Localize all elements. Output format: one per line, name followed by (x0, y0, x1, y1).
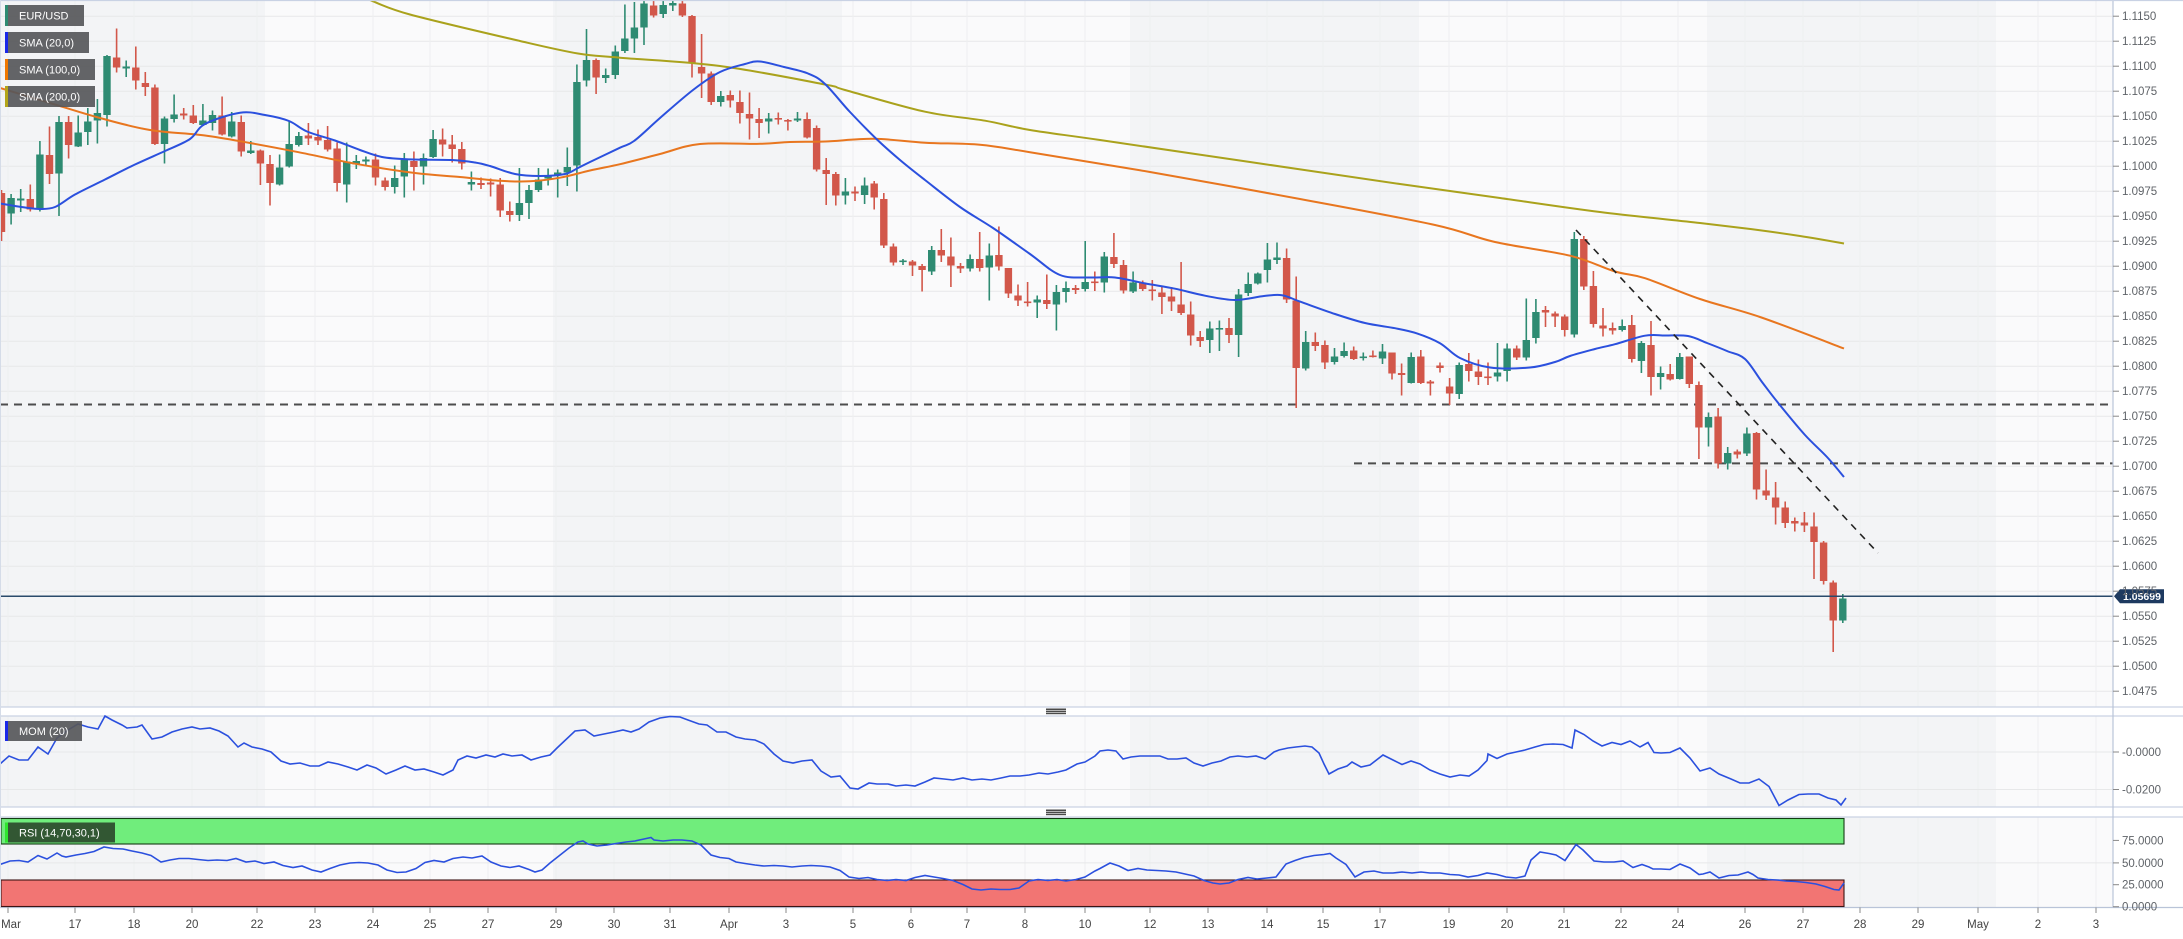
svg-text:15: 15 (1317, 919, 1330, 931)
svg-text:27: 27 (482, 919, 495, 931)
svg-text:5: 5 (850, 919, 856, 931)
svg-text:1.0850: 1.0850 (2122, 311, 2157, 323)
svg-text:17: 17 (69, 919, 82, 931)
svg-text:50.0000: 50.0000 (2122, 858, 2164, 870)
svg-text:25.0000: 25.0000 (2122, 880, 2164, 892)
svg-text:23: 23 (309, 919, 322, 931)
svg-text:30: 30 (608, 919, 621, 931)
svg-text:1.0475: 1.0475 (2122, 686, 2157, 698)
svg-text:22: 22 (1615, 919, 1628, 931)
svg-text:2: 2 (2035, 919, 2041, 931)
svg-text:1.0650: 1.0650 (2122, 511, 2157, 523)
svg-text:3: 3 (783, 919, 789, 931)
svg-text:SMA (100,0): SMA (100,0) (19, 65, 80, 77)
svg-text:1.1050: 1.1050 (2122, 111, 2157, 123)
svg-text:20: 20 (1501, 919, 1514, 931)
svg-text:29: 29 (550, 919, 563, 931)
svg-text:12: 12 (1144, 919, 1157, 931)
svg-text:1.05699: 1.05699 (2123, 591, 2161, 603)
svg-text:18: 18 (128, 919, 141, 931)
svg-text:17: 17 (1374, 919, 1387, 931)
svg-text:EUR/USD: EUR/USD (19, 11, 69, 23)
svg-text:1.0925: 1.0925 (2122, 236, 2157, 248)
svg-text:10: 10 (1079, 919, 1092, 931)
svg-text:1.0800: 1.0800 (2122, 361, 2157, 373)
svg-text:1.0775: 1.0775 (2122, 386, 2157, 398)
svg-text:3: 3 (2093, 919, 2099, 931)
svg-text:1.1000: 1.1000 (2122, 161, 2157, 173)
svg-text:Apr: Apr (720, 919, 738, 931)
svg-text:SMA (20,0): SMA (20,0) (19, 38, 74, 50)
svg-text:1.0700: 1.0700 (2122, 461, 2157, 473)
svg-text:75.0000: 75.0000 (2122, 835, 2164, 847)
svg-text:0.0000: 0.0000 (2122, 902, 2157, 914)
svg-text:1.1075: 1.1075 (2122, 86, 2157, 98)
svg-text:25: 25 (424, 919, 437, 931)
svg-text:21: 21 (1558, 919, 1571, 931)
svg-text:24: 24 (367, 919, 380, 931)
svg-text:22: 22 (251, 919, 264, 931)
svg-text:MOM (20): MOM (20) (19, 726, 69, 738)
svg-text:28: 28 (1854, 919, 1867, 931)
svg-text:1.0725: 1.0725 (2122, 436, 2157, 448)
svg-text:31: 31 (664, 919, 677, 931)
svg-text:29: 29 (1912, 919, 1925, 931)
svg-text:1.0575: 1.0575 (2122, 586, 2157, 598)
svg-text:RSI (14,70,30,1): RSI (14,70,30,1) (19, 828, 100, 840)
svg-text:SMA (200,0): SMA (200,0) (19, 92, 80, 104)
svg-text:20: 20 (186, 919, 199, 931)
svg-text:-0.0000: -0.0000 (2122, 747, 2161, 759)
svg-text:1.0525: 1.0525 (2122, 636, 2157, 648)
svg-text:14: 14 (1261, 919, 1274, 931)
svg-text:27: 27 (1797, 919, 1810, 931)
svg-text:1.1125: 1.1125 (2122, 36, 2156, 48)
svg-text:7: 7 (964, 919, 970, 931)
svg-text:1.0500: 1.0500 (2122, 661, 2157, 673)
svg-text:1.0825: 1.0825 (2122, 336, 2157, 348)
svg-text:1.0875: 1.0875 (2122, 286, 2157, 298)
svg-text:1.0900: 1.0900 (2122, 261, 2157, 273)
svg-text:8: 8 (1022, 919, 1028, 931)
svg-text:1.0675: 1.0675 (2122, 486, 2157, 498)
svg-text:1.0975: 1.0975 (2122, 186, 2157, 198)
svg-text:1.0950: 1.0950 (2122, 211, 2157, 223)
svg-text:13: 13 (1202, 919, 1215, 931)
svg-text:1.0550: 1.0550 (2122, 611, 2157, 623)
svg-text:1.0600: 1.0600 (2122, 561, 2157, 573)
svg-text:-0.0200: -0.0200 (2122, 785, 2161, 797)
svg-text:1.1025: 1.1025 (2122, 136, 2157, 148)
svg-text:24: 24 (1672, 919, 1685, 931)
svg-text:1.1100: 1.1100 (2122, 61, 2156, 73)
svg-text:19: 19 (1443, 919, 1456, 931)
svg-text:1.1150: 1.1150 (2122, 11, 2156, 23)
svg-text:Mar: Mar (1, 919, 21, 931)
svg-text:1.0750: 1.0750 (2122, 411, 2157, 423)
svg-text:1.0625: 1.0625 (2122, 536, 2157, 548)
svg-text:6: 6 (908, 919, 914, 931)
svg-text:26: 26 (1739, 919, 1752, 931)
svg-text:May: May (1967, 919, 1989, 931)
